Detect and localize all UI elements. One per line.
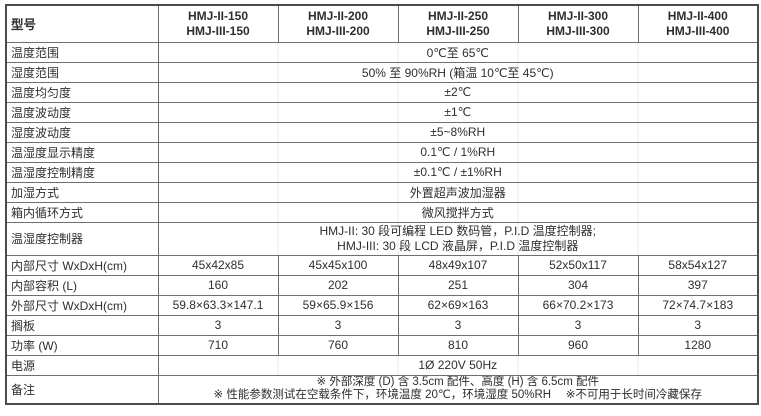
- spec-table-header-row: 型号 HMJ-II-150 HMJ-III-150 HMJ-II-200 HMJ…: [5, 4, 759, 43]
- row-value: 397: [637, 274, 759, 296]
- row-label: 温湿度控制精度: [5, 161, 159, 183]
- model-name: HMJ-II-250: [427, 8, 489, 23]
- row-value: 48x49x107: [397, 254, 519, 276]
- model-name: HMJ-II-400: [667, 8, 728, 23]
- row-value: 1Ø 220V 50Hz: [157, 354, 759, 376]
- row-value: 0.1℃ / 1%RH: [157, 141, 759, 163]
- controller-line-1: HMJ-II: 30 段可编程 LED 数码管，P.I.D 温度控制器;: [319, 223, 596, 238]
- row-label: 温度波动度: [5, 101, 159, 123]
- row-label: 电源: [5, 354, 159, 376]
- row-label: 加湿方式: [5, 181, 159, 203]
- row-label: 温湿度显示精度: [5, 141, 159, 163]
- spec-row-circulation: 箱内循环方式 微风搅拌方式: [5, 201, 759, 223]
- row-value: 304: [517, 274, 639, 296]
- spec-row-temp-uniformity: 温度均匀度 ±2℃: [5, 81, 759, 103]
- spec-row-humidity-fluctuation: 湿度波动度 ±5~8%RH: [5, 121, 759, 143]
- row-label: 内部尺寸 WxDxH(cm): [5, 254, 159, 276]
- row-value: ±5~8%RH: [157, 121, 759, 143]
- spec-row-humidification: 加湿方式 外置超声波加湿器: [5, 181, 759, 203]
- model-header-col-5: HMJ-II-400 HMJ-III-400: [637, 4, 759, 43]
- model-header-label: 型号: [5, 4, 159, 43]
- row-value: 0℃至 65℃: [157, 41, 759, 63]
- row-value: 3: [517, 314, 639, 336]
- spec-row-remarks: 备注 ※ 外部深度 (D) 含 3.5cm 配件、高度 (H) 含 6.5cm …: [5, 374, 759, 404]
- model-header-col-1: HMJ-II-150 HMJ-III-150: [157, 4, 279, 43]
- row-value: ※ 外部深度 (D) 含 3.5cm 配件、高度 (H) 含 6.5cm 配件 …: [157, 374, 759, 404]
- model-name: HMJ-III-400: [666, 23, 730, 38]
- spec-row-inner-size: 内部尺寸 WxDxH(cm) 45x42x85 45x45x100 48x49x…: [5, 254, 759, 276]
- row-value: 810: [397, 334, 519, 356]
- row-value: 59.8×63.3×147.1: [157, 294, 279, 316]
- row-value: 3: [277, 314, 399, 336]
- spec-row-temp-fluctuation: 温度波动度 ±1℃: [5, 101, 759, 123]
- spec-row-control-accuracy: 温湿度控制精度 ±0.1℃ / ±1%RH: [5, 161, 759, 183]
- row-value: 52x50x117: [517, 254, 639, 276]
- row-value: 3: [397, 314, 519, 336]
- row-value: 66×70.2×173: [517, 294, 639, 316]
- model-header-col-4: HMJ-II-300 HMJ-III-300: [517, 4, 639, 43]
- spec-row-display-accuracy: 温湿度显示精度 0.1℃ / 1%RH: [5, 141, 759, 163]
- row-value: 外置超声波加湿器: [157, 181, 759, 203]
- row-label: 外部尺寸 WxDxH(cm): [5, 294, 159, 316]
- row-value: 960: [517, 334, 639, 356]
- spec-row-outer-size: 外部尺寸 WxDxH(cm) 59.8×63.3×147.1 59×65.9×1…: [5, 294, 759, 316]
- spec-row-shelves: 搁板 3 3 3 3 3: [5, 314, 759, 336]
- row-value: 160: [157, 274, 279, 296]
- spec-table: 型号 HMJ-II-150 HMJ-III-150 HMJ-II-200 HMJ…: [5, 4, 759, 405]
- row-value: 3: [637, 314, 759, 336]
- row-value: ±0.1℃ / ±1%RH: [157, 161, 759, 183]
- model-name: HMJ-II-200: [307, 8, 369, 23]
- model-name: HMJ-III-150: [186, 23, 250, 38]
- row-value: 710: [157, 334, 279, 356]
- model-header-col-2: HMJ-II-200 HMJ-III-200: [277, 4, 399, 43]
- spec-row-inner-volume: 内部容积 (L) 160 202 251 304 397: [5, 274, 759, 296]
- row-value: 3: [157, 314, 279, 336]
- row-value: 45x42x85: [157, 254, 279, 276]
- spec-row-power-supply: 电源 1Ø 220V 50Hz: [5, 354, 759, 376]
- row-value: 62×69×163: [397, 294, 519, 316]
- row-label: 温湿度控制器: [5, 221, 159, 256]
- row-value: ±2℃: [157, 81, 759, 103]
- spec-row-temp-range: 温度范围 0℃至 65℃: [5, 41, 759, 63]
- model-name: HMJ-III-300: [546, 23, 610, 38]
- row-value: 45x45x100: [277, 254, 399, 276]
- row-value: ±1℃: [157, 101, 759, 123]
- row-value: 760: [277, 334, 399, 356]
- row-value: 1280: [637, 334, 759, 356]
- row-label: 湿度范围: [5, 61, 159, 83]
- controller-line-2: HMJ-III: 30 段 LCD 液晶屏，P.I.D 温度控制器: [337, 238, 579, 253]
- model-name: HMJ-III-200: [306, 23, 370, 38]
- row-label: 搁板: [5, 314, 159, 336]
- spec-row-power: 功率 (W) 710 760 810 960 1280: [5, 334, 759, 356]
- row-value: 72×74.7×183: [637, 294, 759, 316]
- row-value: 50% 至 90%RH (箱温 10℃至 45℃): [157, 61, 759, 83]
- row-value: HMJ-II: 30 段可编程 LED 数码管，P.I.D 温度控制器; HMJ…: [157, 221, 759, 256]
- row-label: 备注: [5, 374, 159, 404]
- model-name: HMJ-II-300: [547, 8, 609, 23]
- row-label: 功率 (W): [5, 334, 159, 356]
- spec-row-humidity-range: 湿度范围 50% 至 90%RH (箱温 10℃至 45℃): [5, 61, 759, 83]
- remark-line-2: ※ 性能参数测试在空载条件下，环境温度 20℃，环境湿度 50%RH ※不可用于…: [213, 389, 702, 401]
- model-header-col-3: HMJ-II-250 HMJ-III-250: [397, 4, 519, 43]
- model-name: HMJ-III-250: [426, 23, 490, 38]
- row-label: 温度均匀度: [5, 81, 159, 103]
- spec-row-controller: 温湿度控制器 HMJ-II: 30 段可编程 LED 数码管，P.I.D 温度控…: [5, 221, 759, 256]
- row-label: 湿度波动度: [5, 121, 159, 143]
- remark-line-1: ※ 外部深度 (D) 含 3.5cm 配件、高度 (H) 含 6.5cm 配件: [316, 375, 599, 388]
- row-value: 微风搅拌方式: [157, 201, 759, 223]
- row-label: 温度范围: [5, 41, 159, 63]
- row-value: 251: [397, 274, 519, 296]
- row-value: 58x54x127: [637, 254, 759, 276]
- row-label: 箱内循环方式: [5, 201, 159, 223]
- row-value: 202: [277, 274, 399, 296]
- row-value: 59×65.9×156: [277, 294, 399, 316]
- model-name: HMJ-II-150: [187, 8, 249, 23]
- row-label: 内部容积 (L): [5, 274, 159, 296]
